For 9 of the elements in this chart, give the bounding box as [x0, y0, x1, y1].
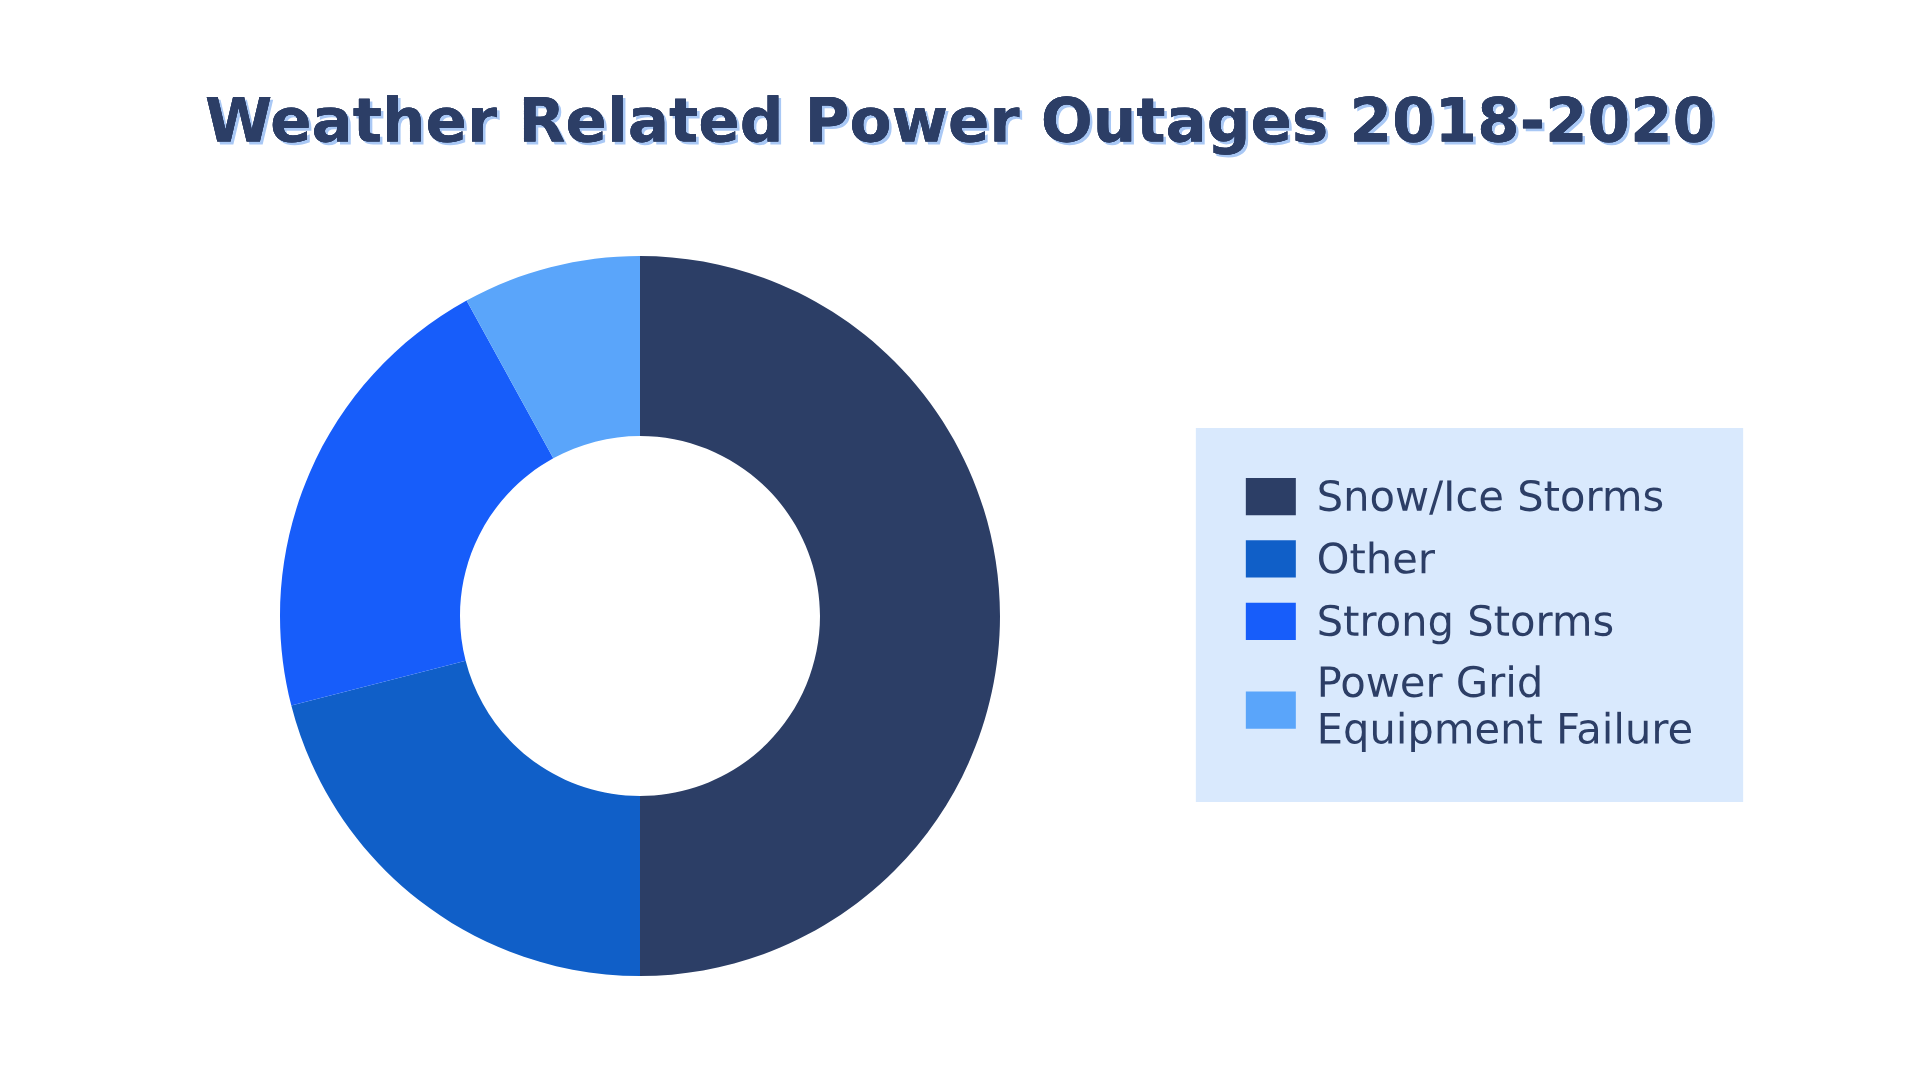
- legend-label: Strong Storms: [1319, 604, 1613, 645]
- donut-slice: [640, 256, 1000, 976]
- donut-slice: [280, 300, 554, 706]
- legend-label: Power Grid Equipment Failure: [1320, 665, 1691, 753]
- chart-title: Weather Related Power Outages 2018-2020: [206, 95, 1715, 158]
- donut-slice: [466, 256, 640, 459]
- donut-slice: [291, 660, 640, 976]
- legend-label: Snow/Ice Storms: [1319, 479, 1663, 515]
- legend-label: Other: [1319, 541, 1435, 574]
